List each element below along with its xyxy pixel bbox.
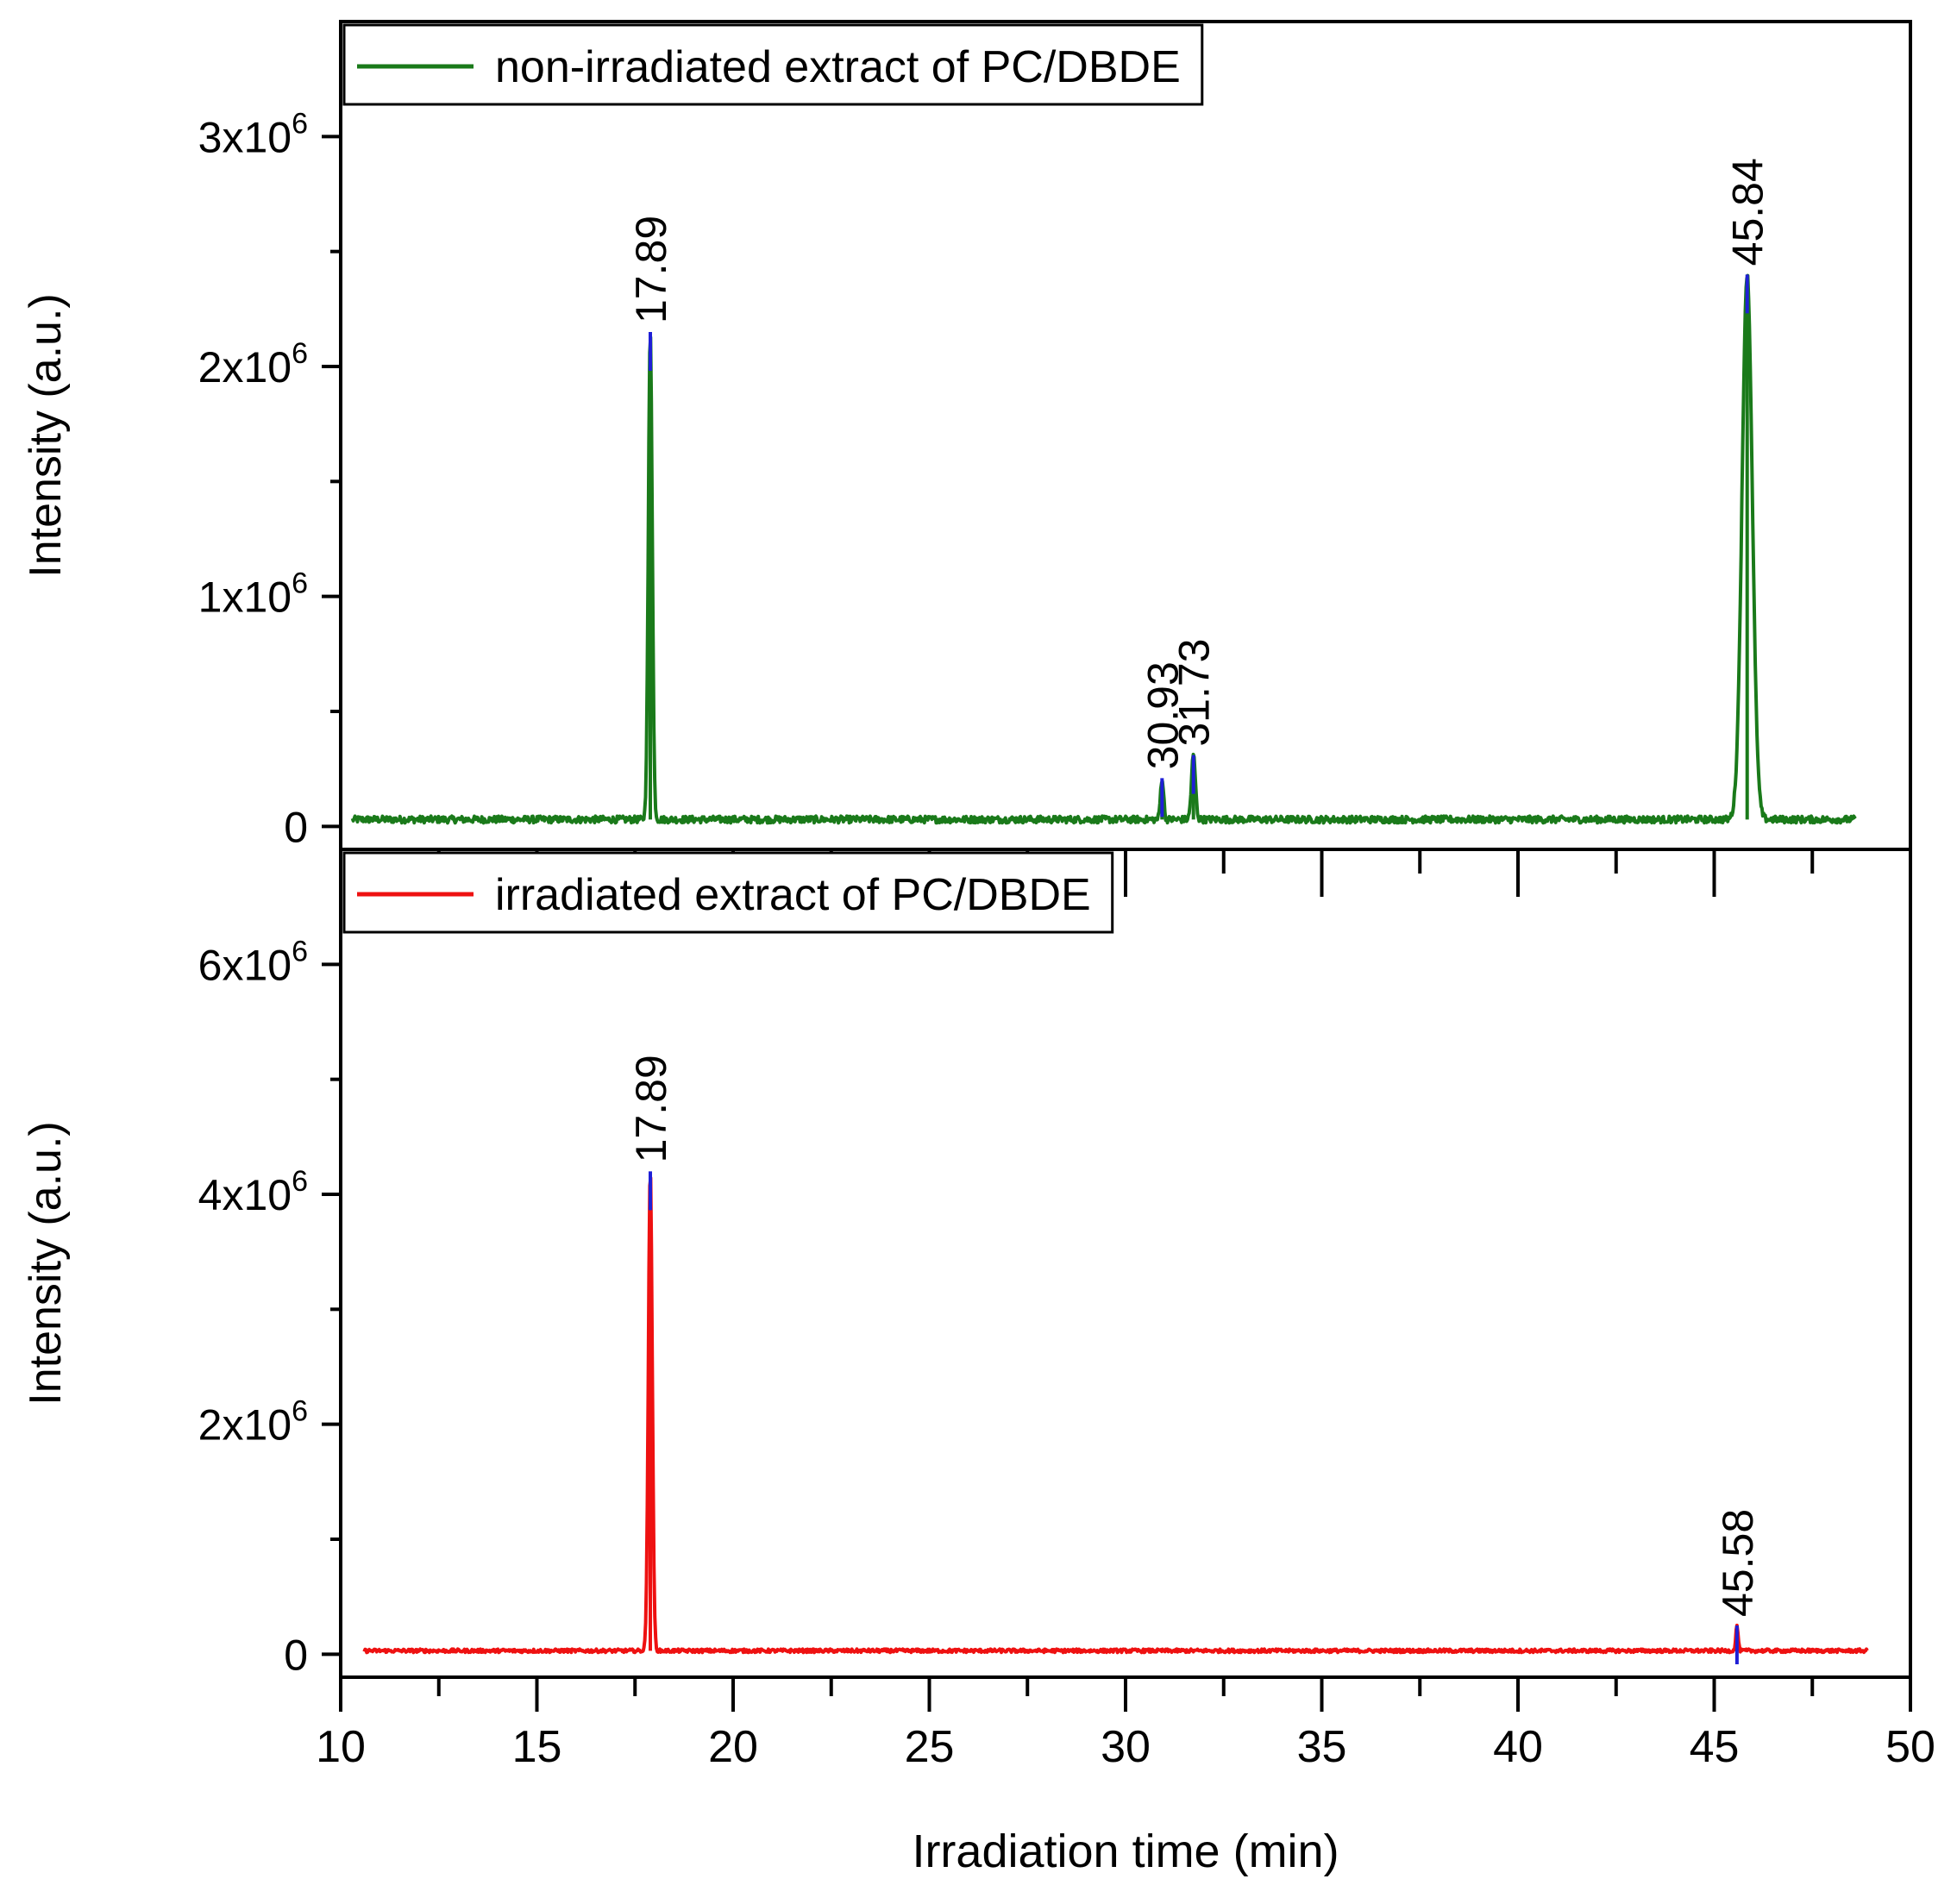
x-tick-label: 30 (1101, 1722, 1151, 1772)
plot-frame (339, 848, 1912, 1679)
panel-irradiated: 0 2x106 4x106 6x106 Intensity (a.u.) 17.89 45.… (21, 848, 1912, 1679)
x-tick-label: 25 (905, 1722, 955, 1772)
peak-label: 31.73 (1170, 639, 1219, 747)
plot-frame (339, 20, 1912, 851)
x-tick-label: 40 (1493, 1722, 1543, 1772)
x-tick-label: 15 (512, 1722, 562, 1772)
y-tick-label: 0 (284, 803, 308, 851)
x-tick-label: 35 (1297, 1722, 1347, 1772)
series-line-0 (362, 1176, 1869, 1655)
y-tick-label: 2x106 (198, 1395, 308, 1450)
legend-box (342, 23, 1204, 106)
panel-non-irradiated: 0 1x106 2x106 3x106 Intensity (a.u.) 17.89 30.… (21, 20, 1912, 897)
y-tick-label: 6x106 (198, 935, 308, 989)
legend: non-irradiated extract of PC/DBDE (342, 23, 1204, 106)
x-axis-label: Irradiation time (min) (912, 1826, 1339, 1877)
legend-label: non-irradiated extract of PC/DBDE (495, 42, 1181, 92)
peak-label: 45.58 (1714, 1509, 1762, 1617)
peak-label: 30.93 (1138, 661, 1187, 769)
x-tick-label: 20 (708, 1722, 758, 1772)
y-tick-label: 1x106 (198, 567, 308, 622)
peak-label: 17.89 (627, 216, 675, 323)
y-axis-label: Intensity (a.u.) (21, 1121, 71, 1405)
y-tick-label: 4x106 (198, 1165, 308, 1219)
y-tick-label: 3x106 (198, 107, 308, 161)
x-tick-label: 10 (316, 1722, 366, 1772)
legend-label: irradiated extract of PC/DBDE (495, 870, 1091, 920)
series-line-0 (350, 273, 1857, 825)
x-tick-label: 45 (1690, 1722, 1740, 1772)
legend: irradiated extract of PC/DBDE (342, 851, 1114, 934)
y-tick-label: 2x106 (198, 337, 308, 391)
y-tick-label: 0 (284, 1631, 308, 1679)
y-axis-label: Intensity (a.u.) (21, 293, 71, 577)
peak-label: 45.84 (1724, 158, 1772, 266)
peak-label: 17.89 (627, 1055, 675, 1162)
shared-x-axis: 10 15 20 25 30 35 40 45 50 Irradiation time (min) (316, 1677, 1935, 1877)
x-tick-label: 50 (1885, 1722, 1935, 1772)
